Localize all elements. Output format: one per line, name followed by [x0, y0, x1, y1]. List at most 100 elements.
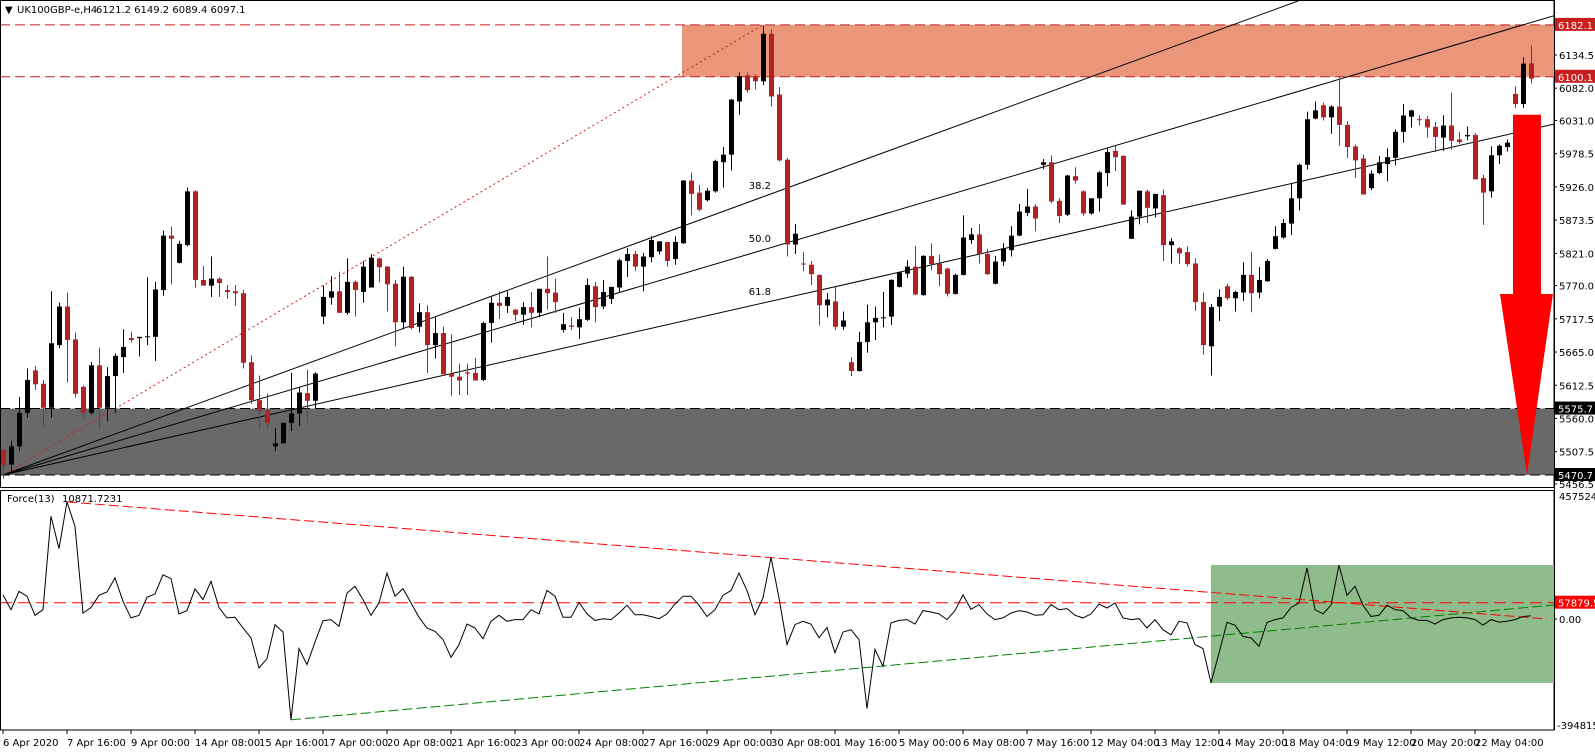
time-tick-label: 14 Apr 08:00 [195, 738, 260, 749]
candle-body [793, 233, 798, 245]
candle [865, 304, 870, 353]
candle-body [113, 355, 118, 377]
candle-body [25, 379, 30, 413]
price-axis[interactable]: 6134.5 6082.0 6031.0 5978.5 5926.0 5873.5 5821… [1554, 0, 1595, 732]
candle [41, 379, 46, 428]
candle-body [1465, 135, 1470, 137]
candle-body [1281, 222, 1286, 238]
price-tick-label: 6031.0 [1559, 116, 1594, 127]
candle-body [689, 180, 694, 194]
candle [801, 252, 806, 272]
candle-body [81, 386, 86, 413]
candle [369, 253, 374, 288]
candle-body [625, 253, 630, 261]
time-axis[interactable]: 6 Apr 2020 7 Apr 16:00 9 Apr 00:00 14 Apr 0… [2, 730, 1544, 749]
time-tick-label: 20 Apr 08:00 [387, 738, 452, 749]
candle [593, 281, 598, 323]
force-level-label-bg [1555, 595, 1595, 609]
candle-body [161, 235, 166, 291]
candle-body [929, 255, 934, 265]
candle [321, 285, 326, 325]
candle [929, 243, 934, 271]
resistance-lower-label-bg [1555, 69, 1595, 83]
candle [481, 321, 486, 382]
candle-body [761, 33, 766, 82]
candle [193, 190, 198, 288]
support-lower-label: 5470.7 [1558, 471, 1593, 482]
fib-fan-baseline [2, 24, 764, 476]
triangle-down-icon[interactable]: ▼ [5, 5, 13, 16]
candle [697, 185, 702, 211]
candle-body [393, 283, 398, 323]
candle [169, 226, 174, 285]
candle [25, 368, 30, 418]
candle [1297, 163, 1302, 211]
candle-body [1529, 63, 1534, 79]
candle [729, 98, 734, 171]
candle [1225, 283, 1230, 301]
candle-body [697, 192, 702, 210]
candle [1201, 292, 1206, 355]
candle-body [617, 260, 622, 288]
candle-body [233, 291, 238, 294]
candle [521, 302, 526, 325]
candle-body [801, 263, 806, 265]
candle-body [1265, 260, 1270, 282]
candle [425, 305, 430, 373]
candle [1185, 246, 1190, 267]
candle [121, 329, 126, 373]
candle-body [441, 333, 446, 375]
candle-body [145, 336, 150, 338]
candle [1009, 226, 1014, 257]
candle-body [1489, 155, 1494, 192]
candle-body [281, 422, 286, 444]
candle-body [1417, 119, 1422, 121]
candle [497, 291, 502, 320]
candle [849, 357, 854, 377]
candle-body [1257, 279, 1262, 293]
candle-body [1105, 152, 1110, 173]
candle-body [585, 284, 590, 320]
candle-body [497, 302, 502, 306]
down-arrow-icon [1500, 114, 1553, 475]
candle [1049, 155, 1054, 204]
candle [977, 224, 982, 264]
candle [353, 280, 358, 317]
candle [1489, 146, 1494, 198]
force-level-label: 57879.5 [1558, 599, 1595, 610]
candle [841, 311, 846, 330]
candle-body [473, 372, 478, 381]
candle-body [969, 234, 974, 241]
candle [441, 326, 446, 375]
candle [1121, 155, 1126, 205]
candle [561, 312, 566, 333]
candle-body [57, 306, 62, 346]
candle-body [785, 159, 790, 245]
candle [1521, 57, 1526, 108]
time-tick-label: 22 May 04:00 [1475, 738, 1544, 749]
candle-body [273, 443, 278, 447]
candle-body [1129, 216, 1134, 239]
candle-body [649, 240, 654, 258]
candle [1377, 155, 1382, 175]
candle [137, 336, 142, 357]
candle-body [553, 292, 558, 303]
fib-fan-lines: 38.2 50.0 61.8 [2, 1, 1554, 476]
candle [817, 274, 822, 326]
candle-body [1313, 110, 1318, 119]
resistance-lower-label: 6100.1 [1558, 73, 1593, 84]
chart-header: ▼ UK100GBP-e,H4 6121.2 6149.2 6089.4 609… [5, 5, 246, 16]
candle-body [265, 410, 270, 423]
main-price-panel[interactable]: 38.2 50.0 61.8 ▼ UK100GBP-e,H4 6121.2 6149… [0, 0, 1555, 488]
candle [377, 257, 382, 283]
force-index-panel[interactable]: Force(13) 10871.7231 [0, 490, 1555, 731]
candle-body [993, 261, 998, 284]
candle [361, 260, 366, 303]
time-tick-label: 17 Apr 00:00 [323, 738, 388, 749]
candle-body [593, 286, 598, 308]
candle-body [753, 76, 758, 82]
candle-body [369, 257, 374, 288]
candle-body [169, 235, 174, 239]
resistance-upper-label: 6182.1 [1558, 21, 1593, 32]
